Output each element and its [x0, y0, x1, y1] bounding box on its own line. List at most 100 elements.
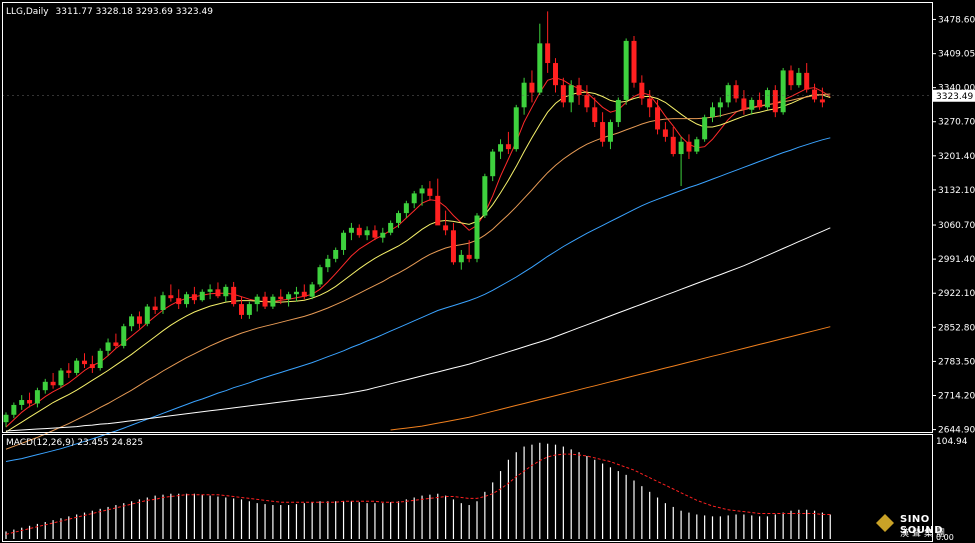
candle[interactable] — [168, 284, 174, 302]
candle[interactable] — [364, 226, 370, 241]
candle[interactable] — [694, 136, 700, 155]
candle[interactable] — [427, 181, 433, 201]
candle[interactable] — [670, 126, 676, 157]
candle[interactable] — [356, 224, 362, 238]
candle[interactable] — [144, 304, 150, 327]
candle[interactable] — [804, 63, 810, 93]
candle[interactable] — [254, 294, 260, 312]
candle[interactable] — [231, 281, 237, 307]
candle[interactable] — [788, 65, 794, 91]
candle[interactable] — [764, 87, 770, 110]
candle[interactable] — [419, 185, 425, 206]
candle[interactable] — [576, 77, 582, 105]
candle[interactable] — [600, 112, 606, 147]
candle[interactable] — [3, 412, 9, 428]
candle[interactable] — [592, 97, 598, 127]
candle[interactable] — [317, 264, 323, 287]
candle[interactable] — [474, 213, 480, 263]
candle[interactable] — [584, 85, 590, 113]
candle[interactable] — [607, 119, 613, 150]
candle[interactable] — [819, 87, 825, 108]
candle[interactable] — [348, 222, 354, 241]
candle[interactable] — [553, 58, 558, 93]
candle[interactable] — [372, 225, 378, 241]
candle[interactable] — [262, 291, 268, 310]
candle[interactable] — [129, 313, 135, 332]
candle[interactable] — [741, 90, 747, 115]
candle[interactable] — [152, 296, 158, 314]
candle[interactable] — [89, 355, 95, 373]
candle[interactable] — [678, 136, 684, 187]
candle[interactable] — [505, 131, 511, 155]
candle[interactable] — [199, 289, 205, 302]
candle[interactable] — [647, 90, 653, 118]
candle[interactable] — [702, 114, 708, 142]
candle[interactable] — [513, 104, 519, 152]
candle[interactable] — [223, 284, 229, 302]
candle[interactable] — [341, 230, 347, 255]
candle[interactable] — [191, 286, 197, 305]
candle[interactable] — [325, 254, 331, 273]
candle[interactable] — [411, 190, 417, 209]
candle[interactable] — [286, 291, 292, 307]
candle[interactable] — [639, 75, 645, 105]
candle[interactable] — [239, 296, 244, 319]
candle[interactable] — [466, 240, 472, 263]
candle[interactable] — [796, 67, 802, 88]
candle[interactable] — [11, 402, 17, 419]
candle[interactable] — [545, 11, 551, 73]
candle[interactable] — [136, 311, 142, 329]
candle[interactable] — [443, 210, 449, 236]
candle[interactable] — [725, 82, 731, 108]
candle[interactable] — [757, 92, 763, 110]
candle[interactable] — [42, 378, 48, 394]
candle[interactable] — [278, 289, 284, 305]
candle[interactable] — [27, 392, 33, 408]
candle[interactable] — [82, 353, 87, 369]
candle[interactable] — [333, 247, 339, 263]
candle[interactable] — [215, 282, 221, 299]
candle[interactable] — [97, 348, 103, 371]
candle[interactable] — [529, 70, 535, 103]
candle[interactable] — [380, 227, 386, 243]
macd-panel[interactable] — [5, 442, 831, 539]
candle[interactable] — [34, 387, 40, 408]
candle[interactable] — [631, 35, 637, 88]
candle[interactable] — [66, 363, 72, 378]
candle[interactable] — [450, 222, 456, 265]
candle[interactable] — [105, 338, 111, 356]
candle[interactable] — [749, 97, 755, 115]
candle[interactable] — [301, 284, 307, 300]
candle[interactable] — [58, 368, 64, 388]
candle[interactable] — [780, 67, 786, 115]
candle[interactable] — [160, 291, 166, 314]
candle[interactable] — [490, 149, 496, 182]
candle[interactable] — [686, 134, 692, 159]
candle[interactable] — [435, 178, 441, 226]
candle[interactable] — [521, 77, 527, 115]
candle[interactable] — [74, 358, 80, 376]
candle[interactable] — [396, 210, 401, 228]
candle[interactable] — [309, 281, 315, 300]
candle[interactable] — [121, 323, 127, 349]
candle[interactable] — [772, 85, 778, 118]
candle[interactable] — [246, 301, 252, 319]
candle[interactable] — [560, 77, 566, 108]
candle[interactable] — [403, 200, 409, 218]
candle[interactable] — [207, 284, 213, 300]
candle[interactable] — [498, 139, 504, 159]
candle[interactable] — [717, 97, 723, 118]
candle[interactable] — [623, 38, 629, 105]
candle[interactable] — [184, 291, 190, 308]
candle[interactable] — [270, 294, 276, 310]
candle[interactable] — [537, 23, 543, 96]
candle[interactable] — [615, 97, 621, 127]
candle[interactable] — [50, 372, 56, 389]
candle[interactable] — [293, 286, 299, 302]
candle[interactable] — [458, 249, 464, 270]
candle[interactable] — [662, 122, 668, 142]
candle[interactable] — [655, 99, 661, 135]
candle[interactable] — [388, 220, 394, 236]
price-panel[interactable] — [2, 11, 932, 462]
